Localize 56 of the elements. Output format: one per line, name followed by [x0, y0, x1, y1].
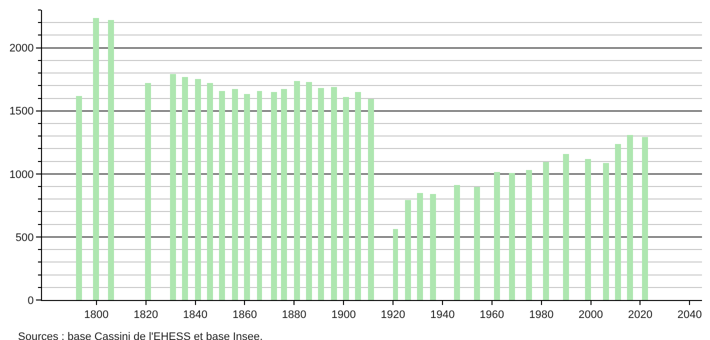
bar	[306, 82, 312, 300]
bar	[563, 154, 569, 300]
x-tick-label: 1820	[134, 309, 158, 322]
bar	[318, 88, 324, 300]
y-tick-label: 1000	[9, 168, 34, 181]
x-tick-label: 1980	[529, 309, 554, 322]
bar	[195, 79, 201, 300]
bar	[368, 99, 374, 300]
x-tick-label: 1900	[331, 309, 356, 322]
bar	[281, 89, 287, 300]
bar	[170, 74, 176, 300]
bar	[232, 89, 238, 300]
bar	[615, 144, 621, 300]
bar	[474, 187, 480, 300]
bar	[76, 96, 82, 300]
x-tick-label: 1800	[84, 309, 109, 322]
bar	[219, 91, 225, 300]
y-tick-label: 500	[15, 232, 34, 244]
bar	[642, 137, 648, 300]
x-tick-label: 2000	[578, 309, 603, 322]
bar	[430, 194, 436, 300]
bar	[417, 193, 423, 300]
y-tick-label: 2000	[9, 42, 34, 55]
bar	[627, 135, 633, 300]
bar	[543, 162, 549, 300]
bar	[294, 81, 300, 300]
bar	[108, 20, 114, 300]
y-tick-label: 1500	[9, 106, 34, 118]
bar	[207, 83, 213, 300]
bar	[331, 87, 337, 300]
x-tick-label: 1940	[430, 309, 455, 322]
bar	[182, 77, 188, 300]
x-tick-label: 1880	[282, 309, 306, 322]
x-tick-label: 2040	[677, 309, 702, 322]
bar	[454, 185, 460, 300]
bar	[494, 172, 500, 300]
source-note: Sources : base Cassini de l'EHESS et base Insee.	[18, 331, 263, 340]
bar	[405, 200, 411, 300]
x-tick-label: 2020	[628, 309, 652, 322]
x-tick-label: 1960	[480, 309, 504, 322]
bar	[271, 92, 277, 300]
bar	[585, 159, 591, 300]
y-tick-label: 0	[28, 294, 34, 307]
bar	[509, 173, 515, 300]
bar	[393, 229, 398, 300]
x-tick-label: 1840	[183, 309, 208, 322]
bar	[145, 83, 151, 300]
x-tick-label: 1860	[232, 309, 257, 322]
bar	[244, 94, 250, 300]
bar	[257, 91, 262, 300]
x-tick-label: 1920	[380, 309, 406, 322]
bar	[93, 18, 99, 300]
bar	[343, 97, 349, 300]
bar	[355, 92, 361, 300]
bar	[526, 170, 532, 300]
bar	[603, 163, 609, 300]
